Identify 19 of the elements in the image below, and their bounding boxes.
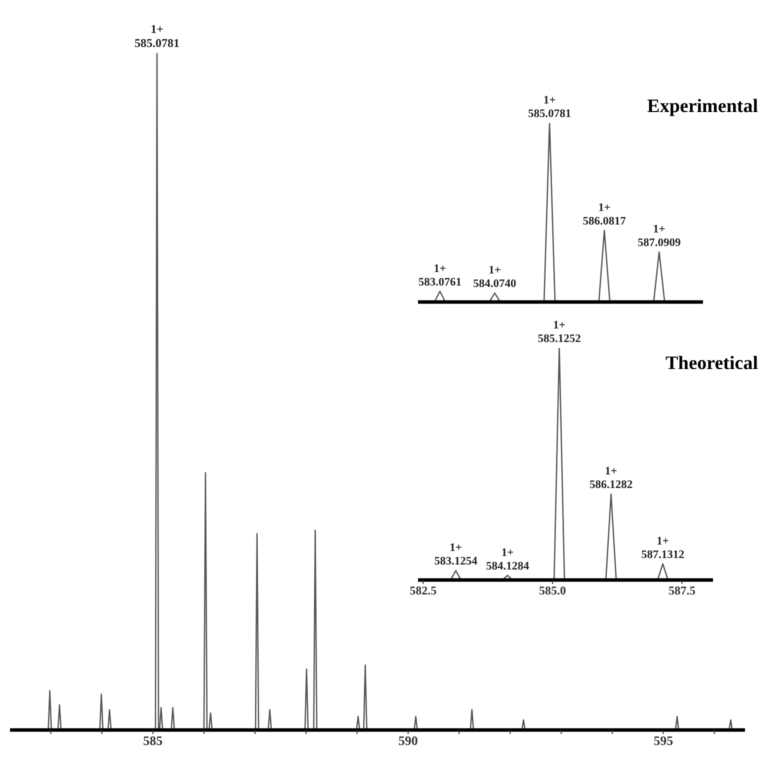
x-tick-label: 585.0 (539, 584, 566, 598)
annotation: 1+ 586.0817 (582, 202, 626, 228)
x-tick-label: 585 (143, 733, 164, 748)
annotation: 1+ 585.1252 (538, 320, 582, 345)
annotation: 1+ 585.0781 (528, 94, 572, 120)
x-tick-label: 587.5 (668, 584, 696, 598)
annotation: 1+ 584.1284 (486, 546, 530, 572)
annotation: 1+ 587.0909 (638, 223, 681, 249)
annotation: 1+ 587.1312 (641, 535, 685, 561)
chart-title: Experimental (647, 96, 758, 118)
annotation: 1+ 585.0781 (134, 22, 180, 50)
annotation: 1+ 586.1282 (589, 466, 633, 492)
x-tick-label: 590 (398, 733, 418, 748)
x-tick-label: 582.5 (410, 584, 437, 598)
annotation: 1+ 583.1254 (434, 542, 478, 568)
x-tick-label: 595 (654, 733, 674, 748)
chart-title: Theoretical (665, 353, 758, 375)
annotation: 1+ 584.0740 (473, 264, 517, 290)
annotation: 1+ 583.0761 (418, 262, 462, 288)
